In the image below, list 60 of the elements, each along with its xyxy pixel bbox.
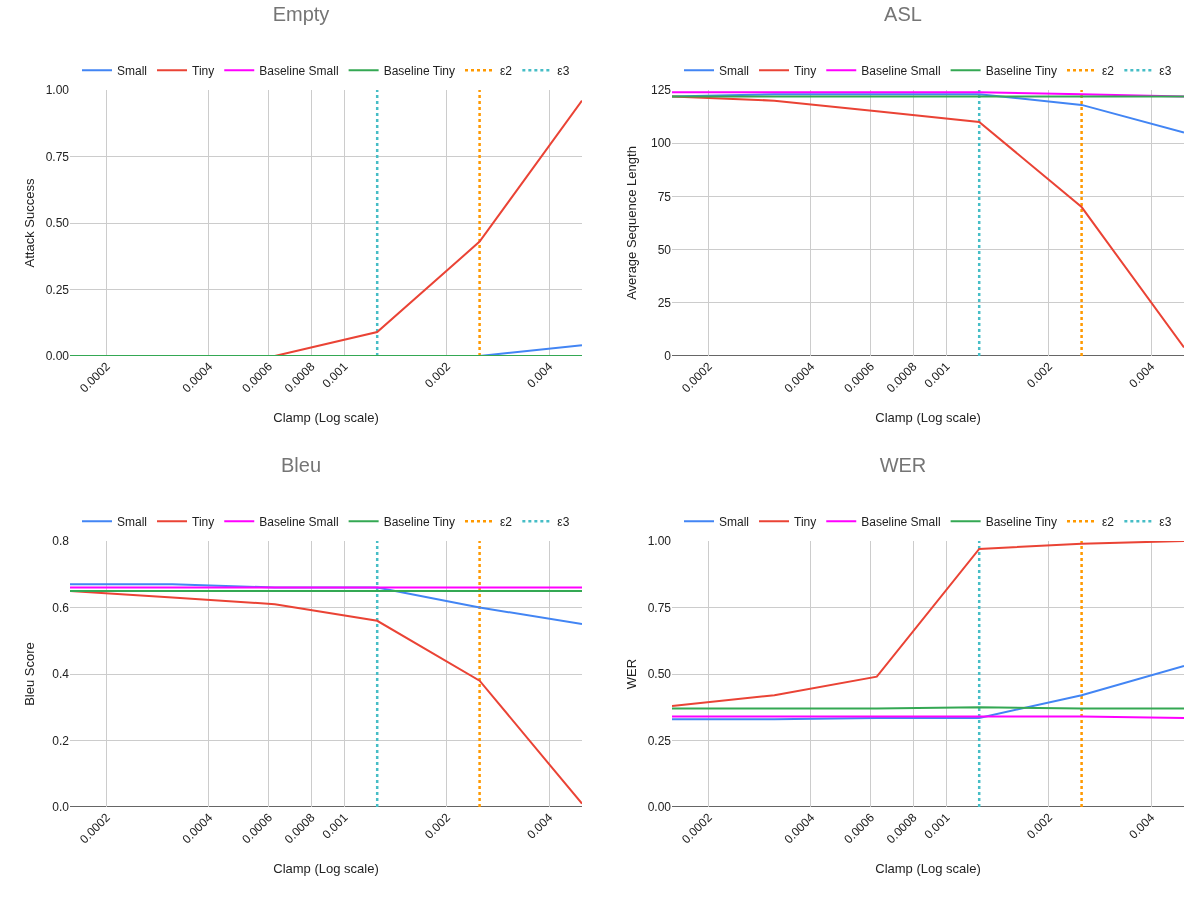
legend-label: ε3 xyxy=(557,514,570,529)
legend-label: ε2 xyxy=(1102,63,1115,78)
chart-title: ASL xyxy=(884,2,922,25)
y-tick-label: 0.00 xyxy=(647,800,672,815)
y-tick-label: 0.8 xyxy=(52,534,70,549)
legend-label: ε3 xyxy=(557,63,570,78)
legend-label: Tiny xyxy=(192,63,215,78)
x-axis-title: Clamp (Log scale) xyxy=(875,409,981,425)
legend-label: Small xyxy=(719,63,750,78)
chart-title: Bleu xyxy=(280,453,322,476)
x-axis-title: Clamp (Log scale) xyxy=(875,860,981,876)
legend-label: Small xyxy=(117,63,148,78)
legend-label: Baseline Tiny xyxy=(383,514,455,529)
legend-label: ε2 xyxy=(500,514,513,529)
legend-label: Tiny xyxy=(794,514,817,529)
y-tick-label: 0 xyxy=(664,349,672,364)
y-tick-label: 1.00 xyxy=(45,83,70,98)
line-series xyxy=(672,95,1184,349)
line-series xyxy=(672,541,1184,707)
legend-label: ε2 xyxy=(1102,514,1115,529)
legend-label: Baseline Small xyxy=(861,63,941,78)
y-tick-label: 1.00 xyxy=(647,534,672,549)
y-tick-label: 0.6 xyxy=(52,600,70,615)
y-axis-title: Attack Success xyxy=(22,178,37,268)
y-axis-title: Bleu Score xyxy=(22,642,37,706)
y-tick-label: 75 xyxy=(657,189,672,204)
legend-label: ε2 xyxy=(500,63,513,78)
y-tick-label: 125 xyxy=(650,83,672,98)
chart-title: WER xyxy=(879,453,927,476)
legend-label: Baseline Small xyxy=(259,63,339,78)
y-tick-label: 0.0 xyxy=(52,800,70,815)
line-series xyxy=(672,665,1184,721)
chart-title: Empty xyxy=(272,2,330,25)
y-axis-title: WER xyxy=(624,658,639,690)
y-tick-label: 0.2 xyxy=(52,733,70,748)
y-tick-label: 0.75 xyxy=(647,600,672,615)
y-tick-label: 25 xyxy=(657,296,672,310)
y-tick-label: 0.00 xyxy=(45,349,70,364)
y-tick-label: 0.75 xyxy=(45,149,70,164)
legend-label: Baseline Tiny xyxy=(985,514,1057,529)
y-axis-title: Average Sequence Length xyxy=(624,146,639,300)
y-tick-label: 0.25 xyxy=(647,733,672,748)
legend-label: Tiny xyxy=(794,63,817,78)
y-tick-label: 0.50 xyxy=(45,216,70,231)
legend-label: Baseline Tiny xyxy=(985,63,1057,78)
y-tick-label: 0.4 xyxy=(52,667,70,682)
legend-label: Baseline Small xyxy=(259,514,339,529)
legend-label: ε3 xyxy=(1159,63,1172,78)
legend-label: Baseline Small xyxy=(861,514,941,529)
legend-label: Small xyxy=(719,514,750,529)
x-axis-title: Clamp (Log scale) xyxy=(273,860,379,876)
y-tick-label: 0.25 xyxy=(45,282,70,297)
x-axis-title: Clamp (Log scale) xyxy=(273,409,379,425)
y-tick-label: 0.50 xyxy=(647,667,672,682)
y-tick-label: 50 xyxy=(657,242,672,257)
y-tick-label: 100 xyxy=(650,136,672,151)
legend-label: Tiny xyxy=(192,514,215,529)
legend-label: Baseline Tiny xyxy=(383,63,455,78)
legend-label: Small xyxy=(117,514,148,529)
legend-label: ε3 xyxy=(1159,514,1172,529)
